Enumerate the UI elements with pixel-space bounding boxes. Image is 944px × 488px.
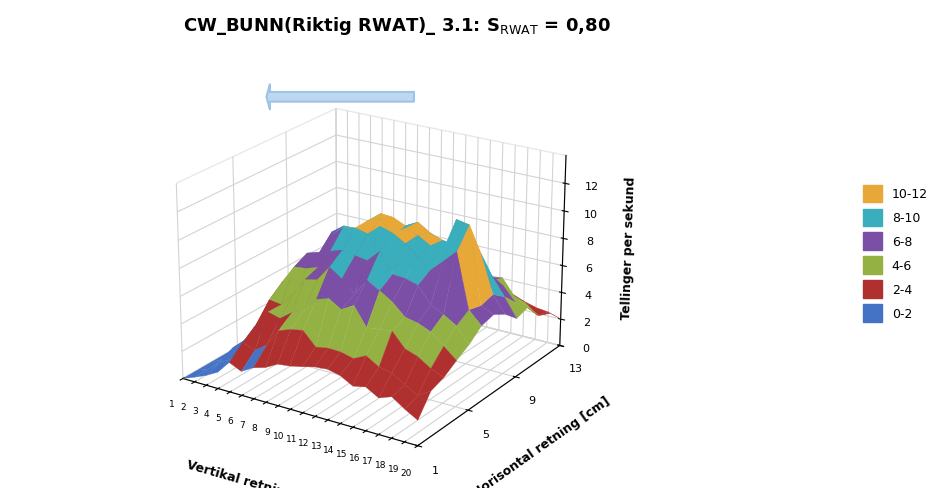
X-axis label: Vertikal retning [cm]: Vertikal retning [cm]	[185, 458, 329, 488]
Text: CW_BUNN(Riktig RWAT)_ 3.1: S$_{\mathrm{RWAT}}$ = 0,80: CW_BUNN(Riktig RWAT)_ 3.1: S$_{\mathrm{R…	[183, 15, 610, 37]
Legend: 10-12, 8-10, 6-8, 4-6, 2-4, 0-2: 10-12, 8-10, 6-8, 4-6, 2-4, 0-2	[856, 179, 933, 328]
Y-axis label: Horisontal retning [cm]: Horisontal retning [cm]	[470, 393, 612, 488]
